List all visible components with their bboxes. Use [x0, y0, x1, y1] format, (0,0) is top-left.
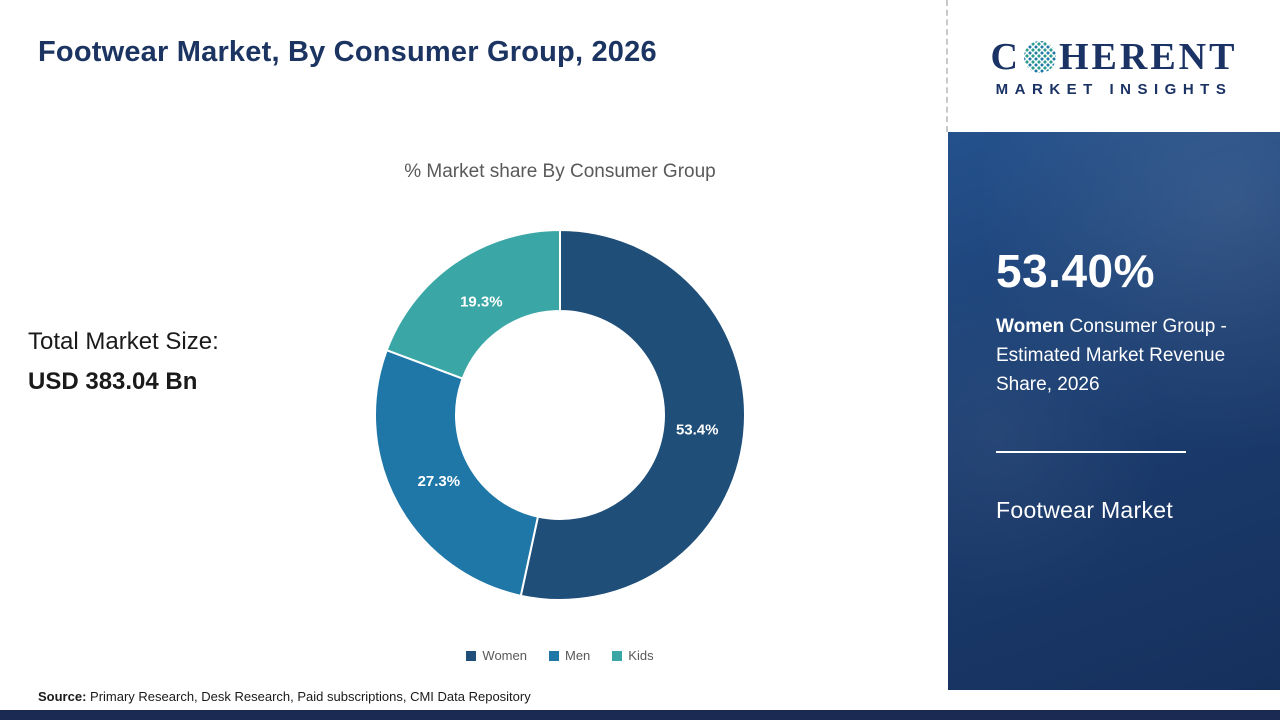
logo-subtitle: MARKET INSIGHTS — [995, 80, 1233, 98]
company-logo: C HERENT MARKET INSIGHTS — [948, 0, 1280, 132]
logo-wordmark: C HERENT — [991, 35, 1238, 79]
slice-label-women: 53.4% — [676, 422, 719, 439]
total-market-size-label: Total Market Size: — [28, 328, 219, 355]
source-text: Primary Research, Desk Research, Paid su… — [86, 689, 531, 704]
panel-divider — [996, 451, 1186, 453]
highlight-description: Women Consumer Group - Estimated Market … — [996, 312, 1248, 399]
total-market-size-block: Total Market Size: USD 383.04 Bn — [28, 328, 219, 396]
legend-item-kids: Kids — [612, 648, 654, 663]
logo-letter-c: C — [990, 35, 1021, 78]
slice-label-men: 27.3% — [418, 473, 461, 490]
donut-slice-men — [374, 348, 540, 597]
donut-svg: 53.4% 27.3% 19.3% — [374, 228, 746, 601]
legend-swatch-icon — [612, 650, 623, 661]
logo-letters-rest: HERENT — [1058, 35, 1238, 78]
legend-label: Women — [482, 648, 527, 663]
bottom-bar — [0, 710, 1280, 720]
market-name: Footwear Market — [996, 497, 1174, 523]
donut-chart: 53.4% 27.3% 19.3% — [360, 215, 760, 615]
dashed-divider — [946, 0, 948, 132]
globe-dots-icon — [1023, 40, 1056, 73]
highlight-description-rest: Consumer Group - Estimated Market Revenu… — [996, 316, 1227, 395]
legend-swatch-icon — [466, 650, 477, 661]
slice-label-kids: 19.3% — [460, 294, 503, 311]
source-label: Source: — [38, 689, 87, 704]
donut-slice-kids — [385, 228, 561, 380]
legend-item-women: Women — [466, 648, 527, 663]
chart-title: % Market share By Consumer Group — [404, 161, 716, 182]
highlight-share-value: 53.40% — [996, 245, 1156, 297]
highlight-description-segment: Women — [996, 316, 1065, 337]
source-note: Source: Primary Research, Desk Research,… — [38, 689, 531, 704]
legend-swatch-icon — [548, 650, 559, 661]
chart-legend: Women Men Kids — [310, 648, 810, 663]
legend-label: Kids — [628, 648, 654, 663]
legend-item-men: Men — [548, 648, 591, 663]
highlight-panel: 53.40% Women Consumer Group - Estimated … — [948, 132, 1280, 690]
legend-label: Men — [564, 648, 591, 663]
donut-slice-women — [519, 228, 746, 601]
page-title: Footwear Market, By Consumer Group, 2026 — [38, 36, 657, 68]
total-market-size-value: USD 383.04 Bn — [28, 368, 198, 395]
